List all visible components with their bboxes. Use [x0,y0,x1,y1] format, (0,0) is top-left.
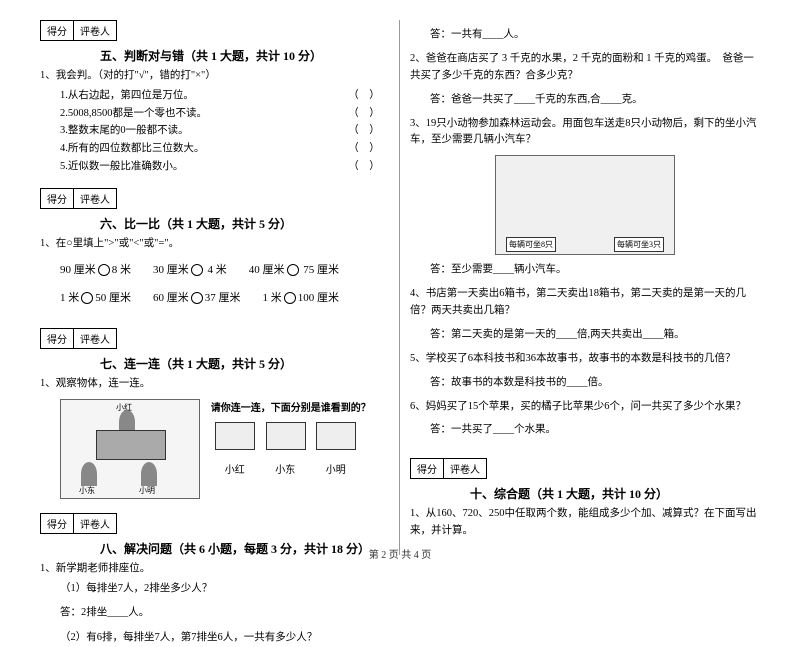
s7-q1: 1、观察物体，连一连。 [40,376,389,393]
s5-item-2: 2.5008,8500都是一个零也不读。（ ） [60,105,389,123]
observe-image-block: 小红 小东 小明 请你连一连，下面分别是谁看到的？ 小红 小东 小明 [60,399,389,499]
s8-q4: 4、书店第一天卖出6箱书，第二天卖出18箱书，第二天卖的是第一天的几倍？两天共卖… [410,286,760,320]
s5-q1: 1、我会判。（对的打"√"，错的打"×"） [40,68,389,85]
s6-row2: 1 米50 厘米 60 厘米37 厘米 1 米100 厘米 [60,289,389,309]
s8-q3: 3、19只小动物参加森林运动会。用面包车送走8只小动物后，剩下的坐小汽车，至少需… [410,116,760,150]
s8-a4: 答：第二天卖的是第一天的____倍,两天共卖出____箱。 [430,326,760,341]
bus-view-2 [266,422,306,450]
s5-item-1: 1.从右边起，第四位是万位。（ ） [60,87,389,105]
bus-view-1 [215,422,255,450]
s6-row1: 90 厘米8 米 30 厘米 4 米 40 厘米 75 厘米 [60,261,389,281]
section5-title: 五、判断对与错（共 1 大题，共计 10 分） [100,47,389,64]
score-box: 得分 评卷人 [410,458,487,479]
s8-a3: 答：至少需要____辆小汽车。 [430,261,760,276]
s8-q2: 2、爸爸在商店买了 3 千克的水果，2 千克的面粉和 1 千克的鸡蛋。 爸爸一共… [410,51,760,85]
score-box: 得分 评卷人 [40,20,117,41]
score-box: 得分 评卷人 [40,513,117,534]
s8-q6: 6、妈妈买了15个苹果，买的橘子比苹果少6个，问一共买了多少个水果？ [410,399,760,416]
s5-item-4: 4.所有的四位数都比三位数大。（ ） [60,140,389,158]
section6-title: 六、比一比（共 1 大题，共计 5 分） [100,215,389,232]
s5-item-3: 3.整数末尾的0一般都不读。（ ） [60,122,389,140]
section10-title: 十、综合题（共 1 大题，共计 10 分） [470,485,760,502]
s5-item-5: 5.近似数一般比准确数小。（ ） [60,158,389,176]
s8-a1a: 答：2排坐____人。 [60,604,389,619]
bus-views: 请你连一连，下面分别是谁看到的？ 小红 小东 小明 [211,399,381,476]
page-footer: 第 2 页 共 4 页 [0,546,800,561]
score-label: 得分 [41,21,74,40]
forest-image: 每辆可坐8只 每辆可坐3只 [495,155,675,255]
compare-circle [98,264,110,276]
bus-scene-image: 小红 小东 小明 [60,399,200,499]
score-box: 得分 评卷人 [40,328,117,349]
score-box: 得分 评卷人 [40,188,117,209]
s6-q1: 1、在○里填上">"或"<"或"="。 [40,236,389,253]
s8-q5: 5、学校买了6本科技书和36本故事书，故事书的本数是科技书的几倍？ [410,351,760,368]
s8-q1a: （1）每排坐7人，2排坐多少人？ [60,580,389,598]
bread-car-label: 每辆可坐8只 [506,237,556,252]
s8-q1: 1、新学期老师排座位。 [40,561,389,578]
s8-a1b: 答：一共有____人。 [430,26,760,41]
small-car-label: 每辆可坐3只 [614,237,664,252]
bus-view-3 [316,422,356,450]
s8-a6: 答：一共买了____个水果。 [430,421,760,436]
s8-q1b: （2）有6排，每排坐7人，第7排坐6人，一共有多少人？ [60,629,389,647]
s8-a2: 答：爸爸一共买了____千克的东西,合____克。 [430,91,760,106]
s8-a5: 答：故事书的本数是科技书的____倍。 [430,374,760,389]
section7-title: 七、连一连（共 1 大题，共计 5 分） [100,355,389,372]
reviewer-label: 评卷人 [74,21,116,40]
s10-q1: 1、从160、720、250中任取两个数，能组成多少个加、减算式？在下面写出来，… [410,506,760,540]
